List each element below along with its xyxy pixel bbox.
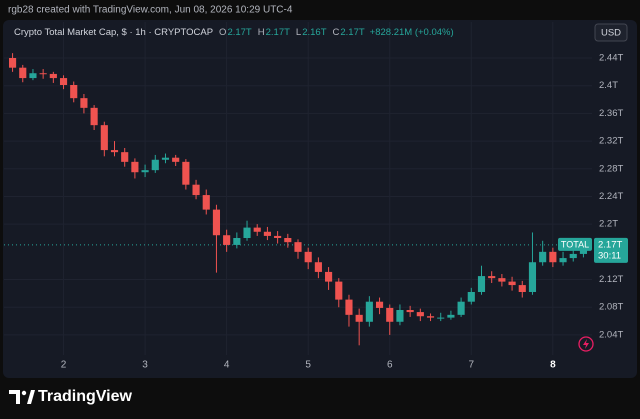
candle-body bbox=[437, 317, 445, 319]
legend-item: 2.17T bbox=[340, 27, 364, 38]
y-tick-label: 2.2T bbox=[599, 219, 618, 230]
candle-body bbox=[447, 314, 455, 318]
candle-body bbox=[426, 316, 435, 318]
candle-body bbox=[202, 195, 210, 210]
candle-body bbox=[569, 253, 577, 259]
candle-body bbox=[59, 78, 68, 85]
legend-item: H bbox=[258, 27, 265, 38]
x-tick-label: 3 bbox=[142, 360, 148, 371]
candle-body bbox=[233, 238, 241, 245]
legend-item: 2.16T bbox=[302, 27, 326, 38]
chart-panel bbox=[3, 20, 637, 378]
candle-body bbox=[39, 73, 47, 75]
candle-body bbox=[19, 67, 27, 79]
candle-body bbox=[8, 58, 17, 68]
candle-body bbox=[518, 285, 526, 292]
y-tick-label: 2.08T bbox=[599, 302, 623, 313]
currency-button[interactable] bbox=[594, 23, 628, 42]
candle-body bbox=[70, 85, 78, 99]
candle-body bbox=[396, 310, 404, 322]
y-tick-label: 2.32T bbox=[599, 136, 623, 147]
candle-body bbox=[80, 98, 88, 108]
candle-body bbox=[335, 281, 343, 300]
candle-body bbox=[528, 262, 537, 292]
candle-body bbox=[172, 157, 180, 162]
x-tick-label: 6 bbox=[387, 360, 393, 371]
lightning-icon[interactable] bbox=[578, 336, 594, 352]
candle-body bbox=[457, 301, 465, 315]
x-tick-label: 5 bbox=[305, 360, 311, 371]
candle-body bbox=[274, 235, 282, 238]
x-tick-label: 8 bbox=[550, 360, 556, 371]
y-tick-label: 2.44T bbox=[599, 53, 623, 64]
currency[interactable]: USD bbox=[601, 28, 621, 39]
candle-body bbox=[477, 276, 486, 292]
legend: Crypto Total Market Cap, $ · 1h · CRYPTO… bbox=[14, 27, 454, 38]
candle-body bbox=[304, 251, 312, 263]
candle-body bbox=[549, 251, 557, 263]
candle-body bbox=[263, 231, 271, 236]
legend-item: +828.21M (+0.04%) bbox=[370, 27, 454, 38]
candle-body bbox=[386, 307, 394, 322]
candle-body bbox=[406, 310, 414, 313]
x-tick-label: 2 bbox=[61, 360, 67, 371]
symbol-label: TOTAL bbox=[561, 239, 589, 249]
x-tick-label: 4 bbox=[224, 360, 230, 371]
candle-body bbox=[345, 299, 353, 315]
candle-body bbox=[151, 159, 159, 171]
candle-body bbox=[121, 152, 129, 162]
candle-body bbox=[29, 73, 37, 79]
candle-body bbox=[355, 314, 363, 322]
candle-body bbox=[161, 157, 170, 160]
candle-body bbox=[100, 125, 108, 151]
footer-brand: TradingView bbox=[38, 388, 133, 405]
candle-body bbox=[253, 227, 261, 232]
candle-body bbox=[182, 161, 190, 185]
price-badge bbox=[594, 237, 628, 263]
y-tick-label: 2.4T bbox=[599, 80, 618, 91]
legend-item: O bbox=[219, 27, 226, 38]
symbol-badge bbox=[558, 237, 592, 251]
candle-body bbox=[141, 170, 149, 173]
logo bbox=[9, 390, 35, 404]
header-text: rgb28 created with TradingView.com, Jun … bbox=[8, 5, 293, 16]
candle-body bbox=[416, 312, 424, 317]
legend-item: Crypto Total Market Cap, $ · 1h · CRYPTO… bbox=[14, 27, 213, 38]
legend-item: 2.17T bbox=[266, 27, 290, 38]
candle-body bbox=[294, 242, 302, 252]
last-price-label: 2.17T bbox=[598, 239, 622, 250]
candle-body bbox=[314, 262, 322, 272]
candle-body bbox=[212, 209, 221, 236]
legend-item: C bbox=[333, 27, 340, 38]
candle-body bbox=[243, 227, 251, 238]
plot: 2.44T 2.4T 2.36T 2.32T 2.28T 2.24T 2.2T 2.12T 2.… bbox=[4, 22, 628, 371]
y-tick-label: 2.36T bbox=[599, 108, 623, 119]
candle-body bbox=[365, 301, 373, 322]
y-tick-label: 2.24T bbox=[599, 191, 623, 202]
candle-body bbox=[498, 278, 506, 282]
x-tick-label: 7 bbox=[469, 360, 475, 371]
candle-body bbox=[539, 251, 547, 263]
legend-item: L bbox=[296, 27, 301, 38]
candle-body bbox=[375, 301, 384, 308]
countdown-label: 30:11 bbox=[598, 250, 621, 261]
candle-body bbox=[325, 271, 333, 282]
candle-body bbox=[49, 73, 57, 79]
candle-body bbox=[559, 258, 567, 263]
y-tick-label: 2.12T bbox=[599, 274, 623, 285]
y-tick-label: 2.04T bbox=[599, 329, 623, 340]
candle-body bbox=[90, 107, 98, 126]
candle-body bbox=[110, 150, 119, 153]
candle-body bbox=[467, 292, 475, 302]
candle-body bbox=[488, 276, 496, 279]
candle-body bbox=[192, 184, 200, 196]
candle-body bbox=[223, 235, 231, 245]
candle-body bbox=[284, 238, 292, 243]
candle-body bbox=[131, 161, 139, 173]
candle-body bbox=[508, 281, 516, 286]
legend-item: 2.17T bbox=[227, 27, 251, 38]
y-tick-label: 2.28T bbox=[599, 163, 623, 174]
